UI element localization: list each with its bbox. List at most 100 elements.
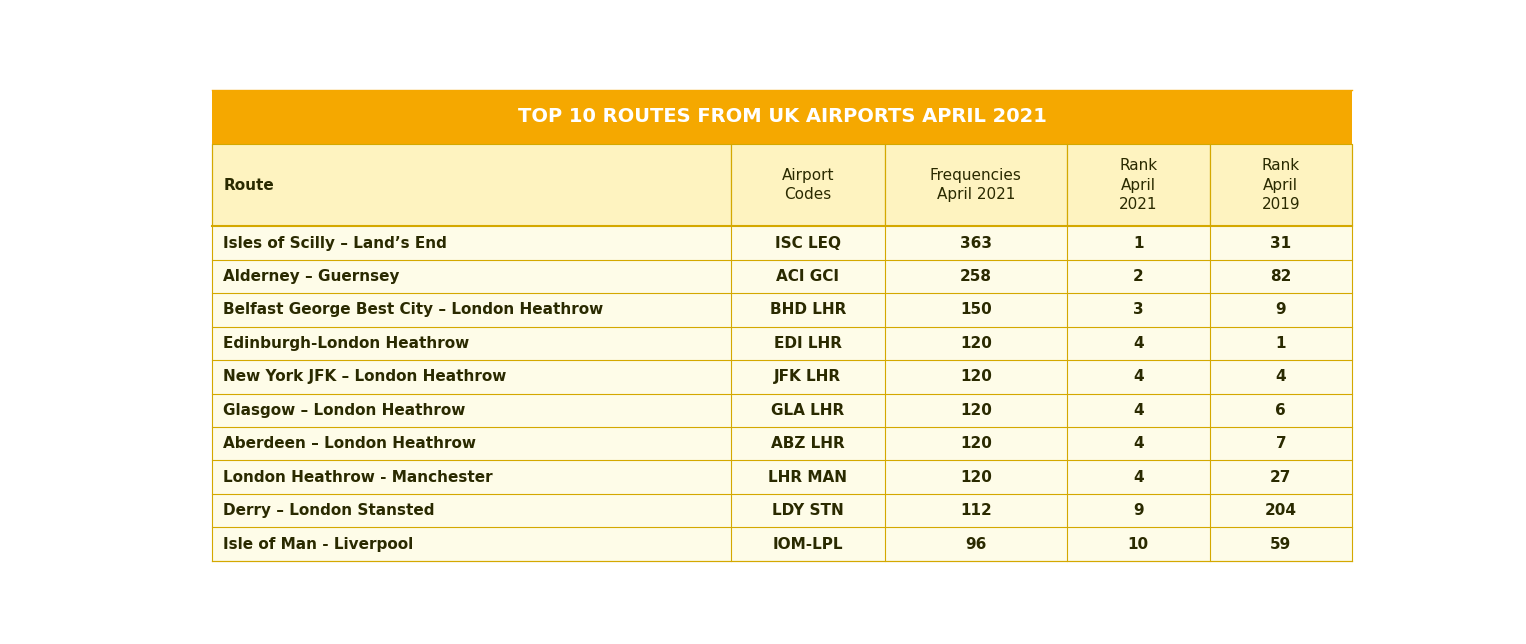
Text: Airport
Codes: Airport Codes <box>781 168 835 202</box>
Bar <box>212 494 1352 527</box>
Text: Belfast George Best City – London Heathrow: Belfast George Best City – London Heathr… <box>223 303 604 317</box>
Bar <box>1210 360 1352 393</box>
Bar <box>731 327 885 360</box>
Text: Rank
April
2021: Rank April 2021 <box>1119 158 1158 212</box>
Bar <box>1067 226 1210 260</box>
Text: ISC LEQ: ISC LEQ <box>775 236 841 251</box>
Bar <box>1067 144 1210 226</box>
Text: Isle of Man - Liverpool: Isle of Man - Liverpool <box>223 536 414 551</box>
Text: 6: 6 <box>1276 402 1286 418</box>
Bar <box>212 90 1352 144</box>
Bar <box>885 460 1067 494</box>
Bar <box>1210 144 1352 226</box>
Text: Route: Route <box>223 178 275 193</box>
Text: LHR MAN: LHR MAN <box>768 469 847 485</box>
Text: JFK LHR: JFK LHR <box>774 369 841 384</box>
Text: 4: 4 <box>1132 336 1143 351</box>
Bar <box>212 427 1352 460</box>
Bar <box>731 527 885 561</box>
Text: TOP 10 ROUTES FROM UK AIRPORTS APRIL 2021: TOP 10 ROUTES FROM UK AIRPORTS APRIL 202… <box>517 108 1047 126</box>
Bar <box>212 327 1352 360</box>
Bar <box>1210 260 1352 293</box>
Text: 120: 120 <box>960 469 992 485</box>
Bar <box>1210 460 1352 494</box>
Bar <box>885 494 1067 527</box>
Text: Edinburgh-London Heathrow: Edinburgh-London Heathrow <box>223 336 470 351</box>
Text: 204: 204 <box>1265 503 1297 518</box>
Bar <box>885 144 1067 226</box>
Text: 1: 1 <box>1276 336 1286 351</box>
Text: 31: 31 <box>1270 236 1291 251</box>
Bar <box>731 144 885 226</box>
Text: ACI GCI: ACI GCI <box>777 269 839 284</box>
Text: Alderney – Guernsey: Alderney – Guernsey <box>223 269 400 284</box>
Bar <box>885 360 1067 393</box>
Bar <box>885 427 1067 460</box>
Text: 82: 82 <box>1270 269 1291 284</box>
Text: Glasgow – London Heathrow: Glasgow – London Heathrow <box>223 402 465 418</box>
Text: 7: 7 <box>1276 436 1286 451</box>
Bar <box>885 226 1067 260</box>
Bar <box>885 527 1067 561</box>
Bar <box>1210 527 1352 561</box>
Text: IOM-LPL: IOM-LPL <box>772 536 842 551</box>
Text: 120: 120 <box>960 336 992 351</box>
Bar <box>1067 427 1210 460</box>
Text: 10: 10 <box>1128 536 1149 551</box>
Bar <box>1067 460 1210 494</box>
Bar <box>1067 527 1210 561</box>
Text: 4: 4 <box>1132 402 1143 418</box>
Text: 59: 59 <box>1270 536 1291 551</box>
Text: 120: 120 <box>960 402 992 418</box>
Bar <box>212 260 1352 293</box>
Bar <box>731 293 885 327</box>
Bar <box>1210 494 1352 527</box>
Bar <box>212 360 1352 393</box>
Bar <box>731 226 885 260</box>
Text: 150: 150 <box>960 303 992 317</box>
Bar <box>1067 327 1210 360</box>
Bar <box>1210 427 1352 460</box>
Bar <box>1210 327 1352 360</box>
Bar <box>731 460 885 494</box>
Bar <box>1210 226 1352 260</box>
Text: 9: 9 <box>1276 303 1286 317</box>
Text: ABZ LHR: ABZ LHR <box>771 436 844 451</box>
Bar <box>731 427 885 460</box>
Text: 363: 363 <box>960 236 992 251</box>
Bar <box>212 226 1352 260</box>
Text: 4: 4 <box>1132 436 1143 451</box>
Text: EDI LHR: EDI LHR <box>774 336 842 351</box>
Text: 1: 1 <box>1134 236 1143 251</box>
Text: Derry – London Stansted: Derry – London Stansted <box>223 503 435 518</box>
Bar <box>1210 293 1352 327</box>
Bar <box>885 293 1067 327</box>
Text: BHD LHR: BHD LHR <box>769 303 845 317</box>
Text: 3: 3 <box>1132 303 1143 317</box>
Bar <box>1067 293 1210 327</box>
Bar <box>1067 260 1210 293</box>
Text: 120: 120 <box>960 436 992 451</box>
Text: New York JFK – London Heathrow: New York JFK – London Heathrow <box>223 369 507 384</box>
Text: 96: 96 <box>966 536 987 551</box>
Bar <box>1067 393 1210 427</box>
Text: 4: 4 <box>1132 469 1143 485</box>
Bar <box>212 144 731 226</box>
Bar <box>885 393 1067 427</box>
Text: Rank
April
2019: Rank April 2019 <box>1262 158 1300 212</box>
Text: Frequencies
April 2021: Frequencies April 2021 <box>929 168 1022 202</box>
Text: 4: 4 <box>1276 369 1286 384</box>
Text: Isles of Scilly – Land’s End: Isles of Scilly – Land’s End <box>223 236 447 251</box>
Text: 258: 258 <box>960 269 992 284</box>
Text: London Heathrow - Manchester: London Heathrow - Manchester <box>223 469 493 485</box>
Text: 112: 112 <box>960 503 992 518</box>
Bar <box>212 393 1352 427</box>
Text: 27: 27 <box>1270 469 1291 485</box>
Bar <box>212 460 1352 494</box>
Text: Aberdeen – London Heathrow: Aberdeen – London Heathrow <box>223 436 476 451</box>
Bar <box>731 260 885 293</box>
Bar <box>731 360 885 393</box>
Bar <box>731 393 885 427</box>
Bar <box>212 293 1352 327</box>
Text: 120: 120 <box>960 369 992 384</box>
